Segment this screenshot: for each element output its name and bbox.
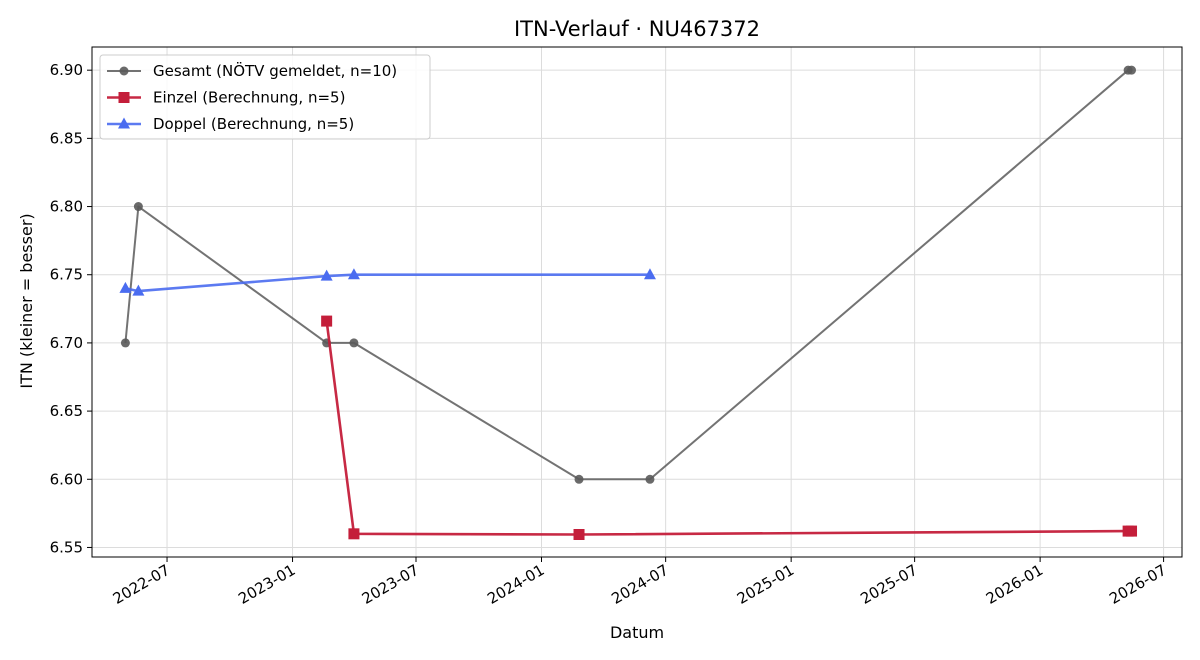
data-point xyxy=(645,474,655,484)
x-tick-label: 2025-07 xyxy=(857,561,920,608)
data-point xyxy=(574,474,584,484)
data-point xyxy=(120,338,130,348)
y-tick-label: 6.75 xyxy=(50,266,83,284)
x-tick-label: 2024-07 xyxy=(608,561,671,608)
data-point xyxy=(643,268,656,280)
data-point xyxy=(133,202,143,212)
x-tick-label: 2024-01 xyxy=(484,561,547,608)
chart-title: ITN-Verlauf · NU467372 xyxy=(514,17,760,41)
x-tick-label: 2023-01 xyxy=(235,561,298,608)
data-point xyxy=(349,338,359,348)
legend-item: Doppel (Berechnung, n=5) xyxy=(107,115,354,133)
legend-marker xyxy=(118,92,130,103)
y-axis-ticks: 6.55 6.60 6.65 6.70 6.75 6.80 6.85 6.90 xyxy=(50,61,92,556)
y-tick-label: 6.80 xyxy=(50,198,83,216)
data-point xyxy=(119,281,132,293)
legend-marker xyxy=(119,66,129,76)
series-1 xyxy=(321,315,1138,540)
y-tick-label: 6.60 xyxy=(50,470,83,488)
series-0 xyxy=(120,65,1137,484)
legend-marker xyxy=(118,117,130,129)
data-point xyxy=(321,315,333,327)
y-axis-label: ITN (kleiner = besser) xyxy=(17,213,36,388)
y-tick-label: 6.90 xyxy=(50,61,83,79)
series-line xyxy=(125,273,650,293)
data-point xyxy=(320,269,333,281)
series-layer xyxy=(119,65,1138,540)
data-point xyxy=(132,284,145,296)
data-point xyxy=(573,529,585,540)
x-tick-label: 2025-01 xyxy=(734,561,797,608)
y-tick-label: 6.70 xyxy=(50,334,83,352)
series-line xyxy=(325,320,1132,536)
data-point xyxy=(1127,65,1137,75)
x-axis-ticks: 2022-07 2023-01 2023-07 2024-01 2024-07 2025-… xyxy=(110,557,1170,608)
y-tick-label: 6.85 xyxy=(50,129,83,147)
x-tick-label: 2023-07 xyxy=(359,561,422,608)
legend-label: Einzel (Berechnung, n=5) xyxy=(153,89,345,107)
data-point xyxy=(1126,525,1138,537)
x-axis-label: Datum xyxy=(610,623,664,642)
legend: Gesamt (NÖTV gemeldet, n=10) Einzel (Bere… xyxy=(99,54,431,140)
legend-item: Gesamt (NÖTV gemeldet, n=10) xyxy=(107,61,397,80)
x-tick-label: 2026-01 xyxy=(983,561,1046,608)
data-point xyxy=(348,528,360,540)
legend-box xyxy=(99,54,431,140)
x-tick-label: 2026-07 xyxy=(1106,561,1169,608)
legend-label: Gesamt (NÖTV gemeldet, n=10) xyxy=(153,61,397,80)
data-point xyxy=(347,268,360,280)
y-tick-label: 6.55 xyxy=(50,538,83,556)
legend-label: Doppel (Berechnung, n=5) xyxy=(153,115,354,133)
series-2 xyxy=(119,268,656,296)
legend-item: Einzel (Berechnung, n=5) xyxy=(107,89,345,107)
plot-frame xyxy=(91,46,1183,558)
x-tick-label: 2022-07 xyxy=(110,561,173,608)
y-tick-label: 6.65 xyxy=(50,402,83,420)
series-line xyxy=(124,69,1132,481)
